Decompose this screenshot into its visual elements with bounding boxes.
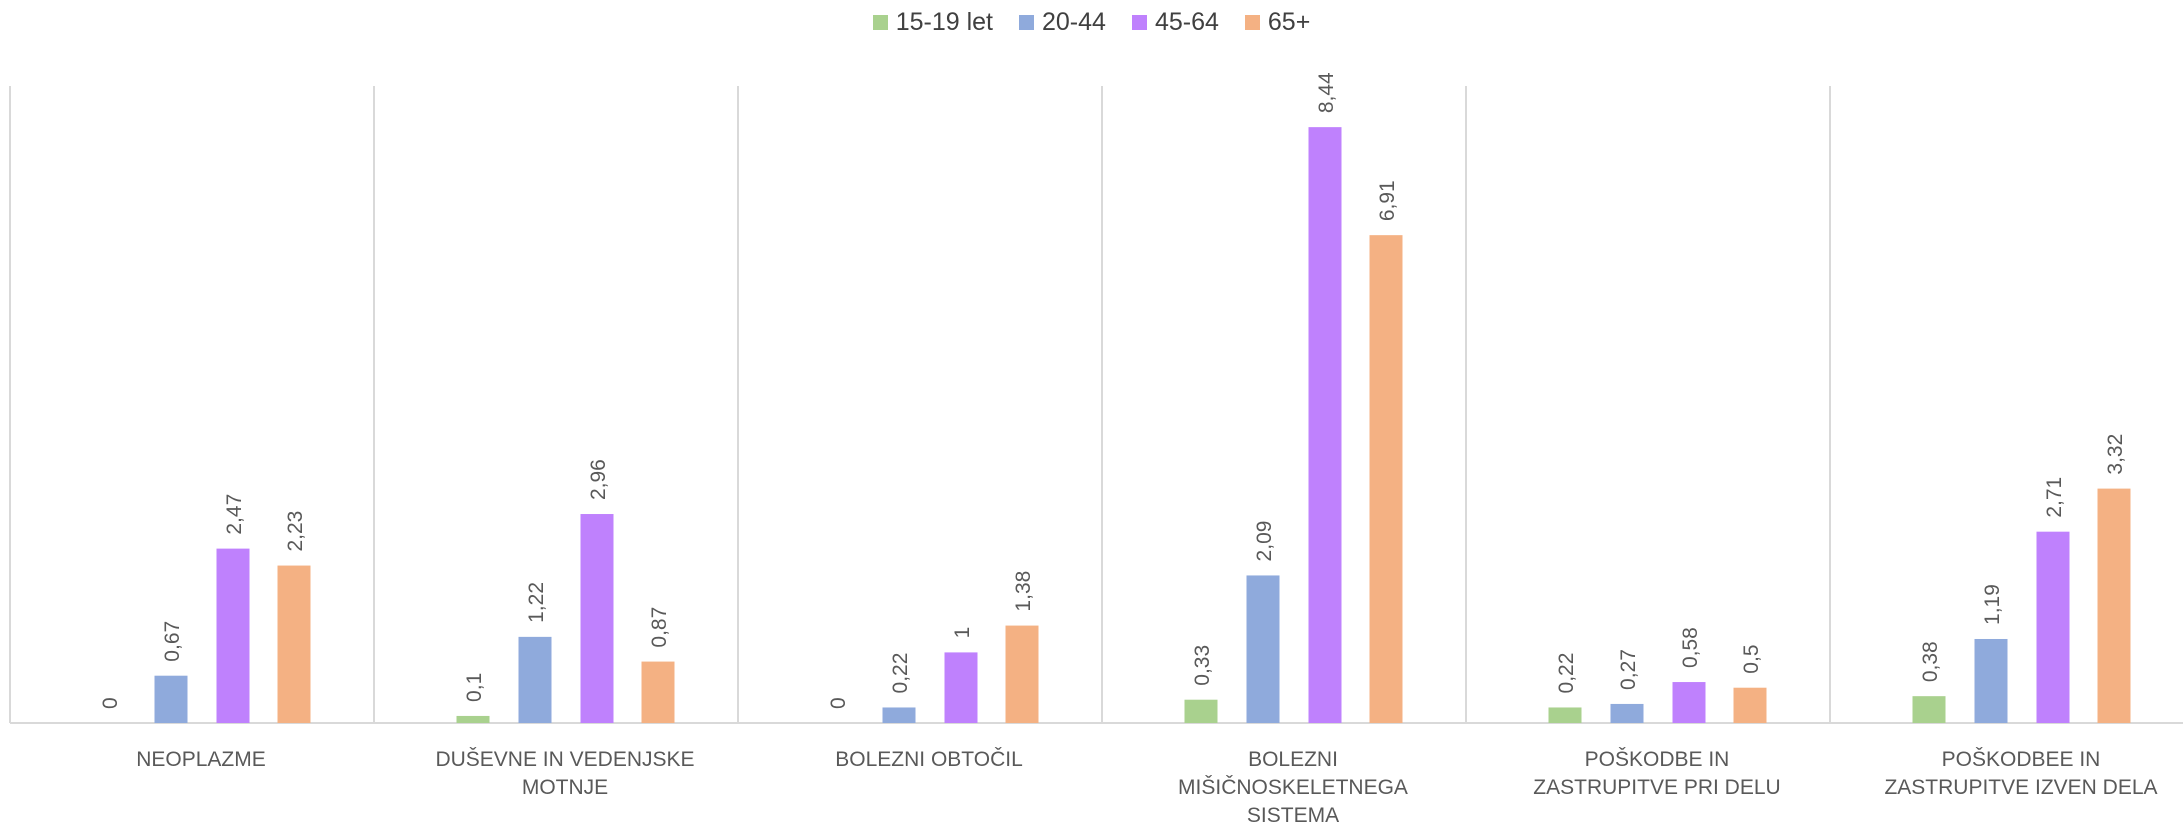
bar bbox=[1974, 638, 2008, 723]
category-label: MIŠIČNOSKELETNEGA bbox=[1178, 776, 1408, 799]
legend-item: 65+ bbox=[1244, 8, 1311, 37]
bar bbox=[944, 652, 978, 723]
bar bbox=[1005, 625, 1039, 723]
category-label: DUŠEVNE IN VEDENJSKE bbox=[435, 748, 694, 771]
bar bbox=[580, 514, 614, 723]
legend-swatch bbox=[872, 15, 888, 30]
data-label: 0,22 bbox=[889, 653, 912, 694]
bar bbox=[216, 548, 250, 723]
bar bbox=[518, 636, 552, 723]
legend-swatch bbox=[1131, 15, 1147, 30]
category-label: POŠKODBE IN bbox=[1585, 748, 1730, 771]
data-label: 0,27 bbox=[1617, 649, 1640, 690]
legend-item: 15-19 let bbox=[872, 8, 993, 37]
category-label: BOLEZNI OBTOČIL bbox=[835, 748, 1023, 771]
legend-item: 20-44 bbox=[1018, 8, 1106, 37]
category-label: POŠKODBEE IN bbox=[1942, 748, 2101, 771]
data-label: 8,44 bbox=[1315, 72, 1338, 113]
data-label: 0,22 bbox=[1555, 653, 1578, 694]
bar bbox=[1733, 687, 1767, 723]
bar bbox=[277, 565, 311, 723]
data-label: 3,32 bbox=[2104, 434, 2127, 475]
bar bbox=[1672, 682, 1706, 723]
data-label: 1 bbox=[951, 627, 974, 639]
bar bbox=[1308, 127, 1342, 724]
data-label: 2,47 bbox=[223, 494, 246, 535]
data-label: 0,33 bbox=[1191, 645, 1214, 686]
data-label: 0,38 bbox=[1919, 641, 1942, 682]
bar bbox=[2036, 531, 2070, 723]
category-label: MOTNJE bbox=[522, 776, 608, 799]
bar bbox=[641, 661, 675, 723]
bar bbox=[456, 715, 490, 723]
category-label: ZASTRUPITVE PRI DELU bbox=[1533, 776, 1780, 799]
bar bbox=[1610, 703, 1644, 723]
data-label: 1,38 bbox=[1012, 571, 1035, 612]
data-label: 0 bbox=[827, 697, 850, 709]
data-label: 0,1 bbox=[463, 673, 486, 702]
legend-item: 45-64 bbox=[1131, 8, 1219, 37]
data-label: 6,91 bbox=[1376, 180, 1399, 221]
legend-swatch bbox=[1018, 15, 1034, 30]
category-label: ZASTRUPITVE IZVEN DELA bbox=[1884, 776, 2157, 799]
data-label: 2,71 bbox=[2043, 477, 2066, 518]
bar bbox=[1246, 575, 1280, 723]
data-label: 0,67 bbox=[161, 621, 184, 662]
category-label: BOLEZNI bbox=[1248, 748, 1338, 771]
data-label: 2,09 bbox=[1253, 521, 1276, 562]
category-label: SISTEMA bbox=[1247, 804, 1339, 827]
data-label: 2,96 bbox=[587, 459, 610, 500]
data-label: 1,19 bbox=[1981, 584, 2004, 625]
legend-label: 20-44 bbox=[1041, 8, 1106, 36]
data-label: 2,23 bbox=[284, 511, 307, 552]
legend: 15-19 let 20-44 45-64 65+ bbox=[0, 8, 2183, 37]
legend-label: 65+ bbox=[1267, 8, 1311, 36]
bar bbox=[1184, 699, 1218, 723]
data-label: 0,87 bbox=[648, 607, 671, 648]
category-label: NEOPLAZME bbox=[136, 748, 266, 771]
legend-label: 15-19 let bbox=[895, 8, 993, 36]
data-label: 0,58 bbox=[1679, 627, 1702, 668]
bar bbox=[1548, 707, 1582, 723]
data-label: 0 bbox=[99, 697, 122, 709]
bar bbox=[1369, 235, 1403, 724]
data-label: 0,5 bbox=[1740, 644, 1763, 673]
legend-label: 45-64 bbox=[1154, 8, 1219, 36]
bar bbox=[1912, 696, 1946, 723]
legend-swatch bbox=[1244, 15, 1260, 30]
bar bbox=[154, 675, 188, 723]
bar bbox=[2097, 488, 2131, 723]
bar bbox=[882, 707, 916, 723]
data-label: 1,22 bbox=[525, 582, 548, 623]
